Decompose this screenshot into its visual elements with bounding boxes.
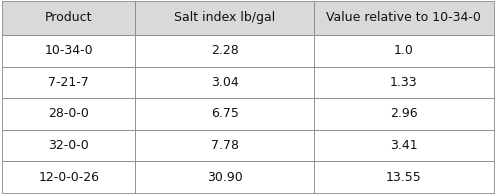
Bar [135, 35, 314, 67]
Bar [135, 98, 314, 130]
Text: 1.0: 1.0 [394, 44, 414, 57]
Bar [314, 130, 494, 161]
Bar [2, 130, 135, 161]
Bar [135, 1, 314, 35]
Text: 3.04: 3.04 [211, 76, 239, 89]
Bar [135, 130, 314, 161]
Bar [314, 1, 494, 35]
Bar [2, 98, 135, 130]
Bar [314, 98, 494, 130]
Text: Product: Product [45, 11, 93, 24]
Text: 7-21-7: 7-21-7 [49, 76, 89, 89]
Text: 6.75: 6.75 [211, 107, 239, 120]
Text: 30.90: 30.90 [207, 171, 243, 184]
Bar [314, 67, 494, 98]
Bar [314, 35, 494, 67]
Text: Value relative to 10-34-0: Value relative to 10-34-0 [326, 11, 481, 24]
Text: 32-0-0: 32-0-0 [49, 139, 89, 152]
Text: 3.41: 3.41 [390, 139, 418, 152]
Text: 10-34-0: 10-34-0 [45, 44, 93, 57]
Bar [2, 1, 135, 35]
Text: Salt index lb/gal: Salt index lb/gal [174, 11, 275, 24]
Bar [2, 67, 135, 98]
Bar [135, 67, 314, 98]
Text: 28-0-0: 28-0-0 [48, 107, 89, 120]
Bar [2, 161, 135, 193]
Text: 1.33: 1.33 [390, 76, 418, 89]
Text: 13.55: 13.55 [386, 171, 422, 184]
Bar [135, 161, 314, 193]
Text: 2.28: 2.28 [211, 44, 239, 57]
Text: 7.78: 7.78 [211, 139, 239, 152]
Bar [314, 161, 494, 193]
Text: 2.96: 2.96 [390, 107, 418, 120]
Text: 12-0-0-26: 12-0-0-26 [38, 171, 99, 184]
Bar [2, 35, 135, 67]
